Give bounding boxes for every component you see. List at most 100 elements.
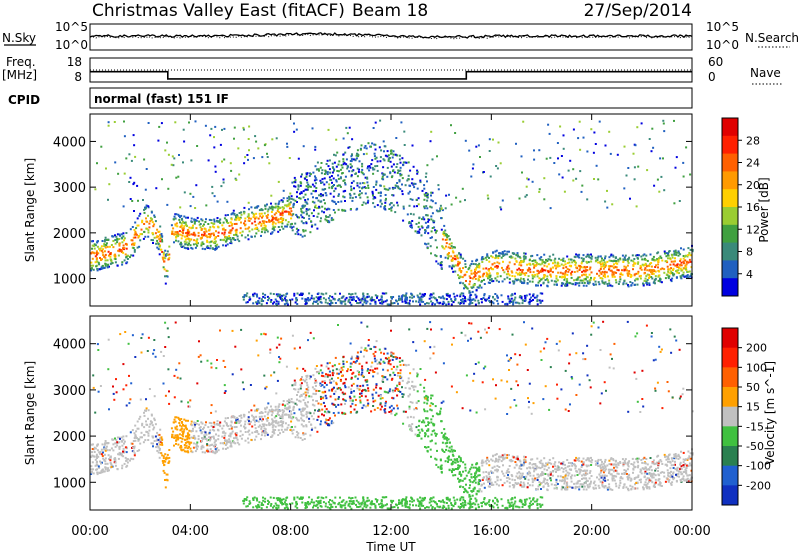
power-point	[669, 257, 671, 259]
velocity-point	[192, 428, 194, 430]
power-point	[239, 218, 241, 220]
power-point	[105, 263, 107, 265]
power-point	[463, 287, 465, 289]
power-point	[573, 129, 575, 131]
power-point	[658, 274, 660, 276]
power-point	[526, 295, 528, 297]
velocity-point	[308, 421, 310, 423]
power-point	[490, 267, 492, 269]
power-point	[293, 131, 295, 133]
power-point	[555, 267, 557, 269]
power-point	[350, 304, 352, 306]
power-point	[530, 255, 532, 257]
power-point	[151, 212, 153, 214]
power-point	[373, 299, 375, 301]
velocity-point	[239, 415, 241, 417]
velocity-point	[313, 412, 315, 414]
power-point	[130, 198, 132, 200]
power-point	[359, 182, 361, 184]
power-point	[628, 285, 630, 287]
power-point	[612, 271, 614, 273]
velocity-point	[584, 486, 586, 488]
power-point	[343, 138, 345, 140]
power-point	[673, 263, 675, 265]
power-point	[553, 162, 555, 164]
power-point	[271, 138, 273, 140]
power-point	[207, 223, 209, 225]
velocity-point	[328, 411, 330, 413]
power-point	[337, 195, 339, 197]
velocity-point	[676, 480, 678, 482]
velocity-point	[584, 470, 586, 472]
power-point	[329, 214, 331, 216]
velocity-point	[483, 471, 485, 473]
power-point	[105, 237, 107, 239]
power-point	[230, 241, 232, 243]
power-point	[318, 168, 320, 170]
power-point	[680, 277, 682, 279]
velocity-point	[313, 418, 315, 420]
power-point	[361, 165, 363, 167]
power-point	[599, 261, 601, 263]
power-point	[222, 228, 224, 230]
power-point	[399, 155, 401, 157]
nave-tick-bottom: 0	[708, 70, 716, 84]
power-point	[235, 219, 237, 221]
power-point	[496, 265, 498, 267]
power-point	[291, 223, 293, 225]
velocity-point	[304, 438, 306, 440]
power-point	[296, 228, 298, 230]
power-point	[300, 176, 302, 178]
nsearch-label: N.Search	[745, 31, 799, 45]
power-colorbar-swatch	[722, 243, 738, 261]
power-point	[663, 272, 665, 274]
power-point	[310, 220, 312, 222]
power-point	[647, 260, 649, 262]
power-point	[613, 256, 615, 258]
power-point	[333, 190, 335, 192]
power-point	[612, 260, 614, 262]
power-point	[574, 271, 576, 273]
power-point	[405, 162, 407, 164]
power-point	[261, 213, 263, 215]
velocity-point	[583, 488, 585, 490]
power-point	[372, 202, 374, 204]
power-point	[315, 197, 317, 199]
velocity-point	[645, 458, 647, 460]
power-point	[379, 146, 381, 148]
power-point	[301, 212, 303, 214]
power-point	[408, 161, 410, 163]
velocity-point	[468, 487, 470, 489]
power-point	[316, 207, 318, 209]
nave-tick-top: 60	[708, 55, 723, 69]
velocity-point	[555, 471, 557, 473]
power-point	[674, 251, 676, 253]
velocity-point	[357, 352, 359, 354]
power-point	[261, 228, 263, 230]
velocity-point	[548, 467, 550, 469]
power-point	[230, 170, 232, 172]
power-point	[240, 227, 242, 229]
velocity-point	[196, 442, 198, 444]
power-point	[384, 202, 386, 204]
power-point	[675, 254, 677, 256]
power-point	[423, 206, 425, 208]
power-point	[590, 277, 592, 279]
power-point	[357, 168, 359, 170]
power-point	[249, 298, 251, 300]
power-point	[400, 162, 402, 164]
power-point	[270, 195, 272, 197]
velocity-point	[577, 474, 579, 476]
velocity-point	[615, 483, 617, 485]
power-point	[533, 149, 535, 151]
power-point	[247, 159, 249, 161]
power-point	[468, 267, 470, 269]
power-point	[653, 185, 655, 187]
power-point	[514, 293, 516, 295]
power-point	[462, 188, 464, 190]
power-point	[313, 209, 315, 211]
power-point	[132, 243, 134, 245]
power-point	[168, 246, 170, 248]
velocity-point	[590, 464, 592, 466]
power-point	[451, 304, 453, 306]
